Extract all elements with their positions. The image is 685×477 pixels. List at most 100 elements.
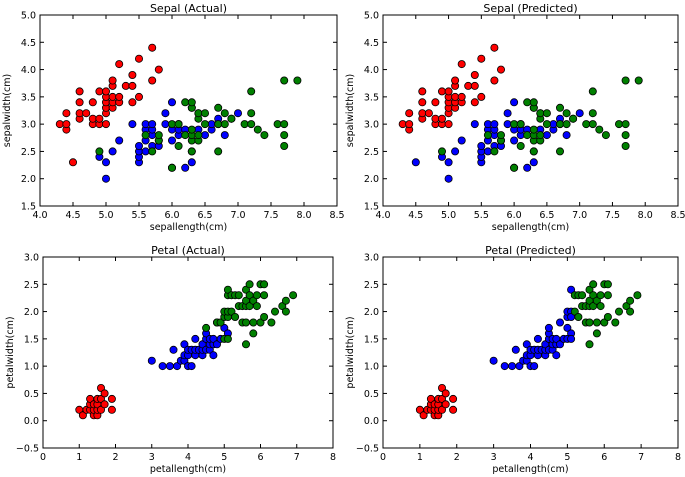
sepal-actual-point-setosa (134, 92, 143, 101)
petal-actual-ytick-label: 3.0 (24, 253, 39, 264)
sepal-actual-point-setosa (128, 81, 137, 90)
sepal-actual-point-versicolor (220, 131, 229, 140)
petal-actual-point-virginica (202, 323, 211, 332)
sepal-predicted-point-virginica (569, 114, 578, 123)
petal-predicted-point-virginica (603, 312, 612, 321)
petal-predicted-xtick-label: 3 (491, 452, 497, 463)
sepal-predicted-point-virginica (523, 98, 532, 107)
sepal-predicted-point-virginica (588, 109, 597, 118)
petal-actual-point-versicolor (180, 340, 189, 349)
sepal-actual-point-virginica (95, 147, 104, 156)
petal-predicted-point-virginica (600, 318, 609, 327)
sepal-actual-point-versicolor (102, 158, 111, 167)
petal-actual-point-virginica (223, 334, 232, 343)
petal-predicted-point-virginica (622, 302, 631, 311)
sepal-predicted-point-versicolor (575, 109, 584, 118)
petal-predicted-point-virginica (585, 318, 594, 327)
sepal-actual-xtick-label: 5.0 (98, 210, 113, 221)
sepal-actual-axes-frame (39, 14, 338, 207)
petal-actual-xtick-label: 4 (185, 452, 191, 463)
petal-predicted-point-setosa (437, 394, 446, 403)
sepal-actual-point-virginica (280, 131, 289, 140)
sepal-predicted-point-setosa (470, 71, 479, 80)
sepal-actual-ytick-label: 3.5 (21, 92, 36, 103)
sepal-actual-point-versicolor (233, 109, 242, 118)
sepal-actual-point-virginica (181, 131, 190, 140)
sepal-predicted-point-setosa (457, 92, 466, 101)
sepal-actual-point-setosa (108, 76, 117, 85)
petal-predicted-xtick-label: 4 (527, 452, 533, 463)
sepal-predicted-point-virginica (621, 76, 630, 85)
sepal-predicted-point-versicolor (411, 158, 420, 167)
sepal-actual-point-setosa (148, 76, 157, 85)
sepal-predicted-point-setosa (477, 54, 486, 63)
sepal-actual-xtick-label: 7.5 (263, 210, 278, 221)
sepal-actual-xtick-label: 4.5 (65, 210, 80, 221)
petal-predicted-xtick-label: 5 (564, 452, 570, 463)
petal-actual-point-versicolor (191, 334, 200, 343)
petal-actual-point-virginica (216, 318, 225, 327)
sepal-predicted-axes-frame (382, 14, 679, 207)
sepal-actual-point-setosa (102, 87, 111, 96)
petal-actual-point-virginica (252, 302, 261, 311)
sepal-actual-xlabel: sepallength(cm) (150, 222, 227, 233)
sepal-actual-point-setosa (95, 114, 104, 123)
sepal-predicted-point-setosa (490, 43, 499, 52)
sepal-actual-point-virginica (187, 147, 196, 156)
petal-predicted-point-versicolor (556, 318, 565, 327)
petal-actual-xlabel: petallength(cm) (150, 464, 226, 475)
petal-actual-xtick-label: 7 (294, 452, 300, 463)
sepal-actual-point-setosa (75, 98, 84, 107)
sepal-predicted-point-virginica (588, 87, 597, 96)
sepal-actual-point-virginica (187, 98, 196, 107)
sepal-predicted-point-virginica (621, 141, 630, 150)
sepal-predicted-ytick-label: 2.5 (364, 147, 379, 158)
sepal-actual-point-virginica (174, 141, 183, 150)
petal-predicted-ylabel: petalwidth(cm) (345, 316, 356, 388)
sepal-actual-point-virginica (167, 120, 176, 129)
sepal-predicted-ytick-label: 4.5 (364, 38, 379, 49)
sepal-predicted-point-setosa (431, 114, 440, 123)
sepal-actual-point-versicolor (148, 120, 157, 129)
sepal-predicted-point-versicolor (470, 120, 479, 129)
sepal-predicted-point-setosa (464, 81, 473, 90)
petal-predicted-point-versicolor (552, 351, 561, 360)
petal-predicted-point-versicolor (533, 334, 542, 343)
sepal-predicted-point-setosa (490, 76, 499, 85)
petal-actual-point-virginica (231, 312, 240, 321)
sepal-predicted-point-virginica (562, 120, 571, 129)
sepal-predicted-point-versicolor (523, 163, 532, 172)
petal-predicted-point-versicolor (567, 334, 576, 343)
petal-predicted-xtick-label: 7 (638, 452, 644, 463)
petal-actual-point-virginica (289, 291, 298, 300)
petal-predicted-point-versicolor (563, 323, 572, 332)
sepal-predicted-point-virginica (556, 147, 565, 156)
sepal-actual-point-virginica (293, 76, 302, 85)
sepal-predicted-ytick-label: 3.5 (364, 92, 379, 103)
sepal-actual-point-setosa (62, 120, 71, 129)
sepal-actual-point-virginica (194, 131, 203, 140)
petal-actual-point-virginica (260, 291, 269, 300)
sepal-predicted-xtick-label: 6.0 (507, 210, 522, 221)
sepal-predicted-point-setosa (496, 65, 505, 74)
sepal-actual-point-virginica (181, 98, 190, 107)
sepal-actual-point-virginica (200, 109, 209, 118)
sepal-actual-panel: 4.0 4.5 5.0 5.5 6.0 6.5 7.0 7.5 8.0 8.5 1.5 2.0 2.5 3… (2, 2, 345, 233)
petal-predicted-xtick-label: 6 (601, 452, 607, 463)
petal-actual-point-virginica (241, 318, 250, 327)
petal-actual-point-versicolor (158, 362, 167, 371)
petal-actual-ytick-label: 1.5 (24, 334, 39, 345)
sepal-actual-ytick-label: 1.5 (21, 202, 36, 213)
petal-actual-point-setosa (100, 400, 109, 409)
sepal-actual-point-setosa (102, 120, 111, 129)
sepal-predicted-xtick-label: 4.0 (375, 210, 390, 221)
petal-predicted-point-virginica (578, 291, 587, 300)
petal-actual-point-setosa (97, 405, 106, 414)
petal-actual-point-virginica (278, 302, 287, 311)
petal-predicted-point-versicolor (530, 362, 539, 371)
petal-predicted-title: Petal (Predicted) (485, 244, 576, 257)
petal-actual-point-virginica (267, 318, 276, 327)
petal-predicted-ytick-label: 2.5 (364, 280, 379, 291)
petal-predicted-point-setosa (449, 394, 458, 403)
sepal-predicted-point-virginica (510, 120, 519, 129)
